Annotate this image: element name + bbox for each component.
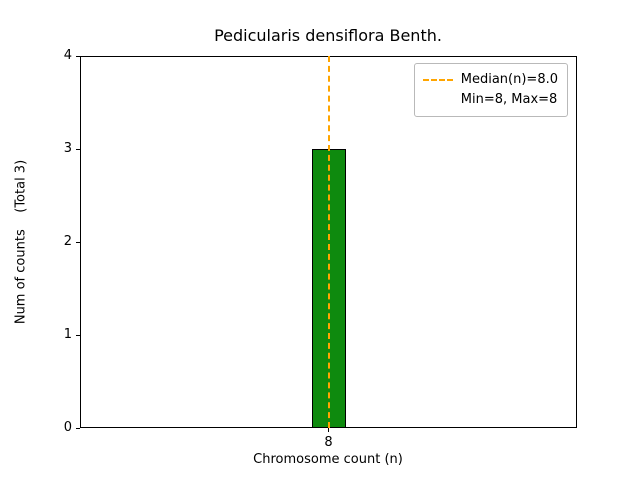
y-tick-label: 1 (63, 327, 72, 342)
y-tick-mark (76, 55, 80, 57)
y-tick-mark (76, 148, 80, 150)
legend-entry-median: Median(n)=8.0 (422, 70, 558, 90)
x-tick-label: 8 (324, 435, 333, 450)
x-axis-label: Chromosome count (n) (253, 452, 403, 467)
y-tick-mark (76, 334, 80, 336)
legend-median-label: Median(n)=8.0 (460, 72, 558, 87)
y-tick-mark (76, 427, 80, 429)
y-tick-label: 4 (63, 48, 72, 63)
legend-minmax-label: Min=8, Max=8 (460, 92, 558, 107)
y-tick-label: 3 (63, 141, 72, 156)
legend-entry-minmax: Min=8, Max=8 (423, 90, 558, 110)
x-tick-mark (328, 428, 329, 432)
y-tick-label: 0 (63, 420, 72, 435)
median-line (327, 56, 330, 428)
chart-title: Pedicularis densiflora Benth. (214, 26, 442, 45)
y-tick-mark (76, 241, 80, 243)
legend: Median(n)=8.0 Min=8, Max=8 (413, 63, 568, 117)
median-dashed-line-icon (422, 79, 453, 81)
y-tick-label: 2 (63, 234, 72, 249)
